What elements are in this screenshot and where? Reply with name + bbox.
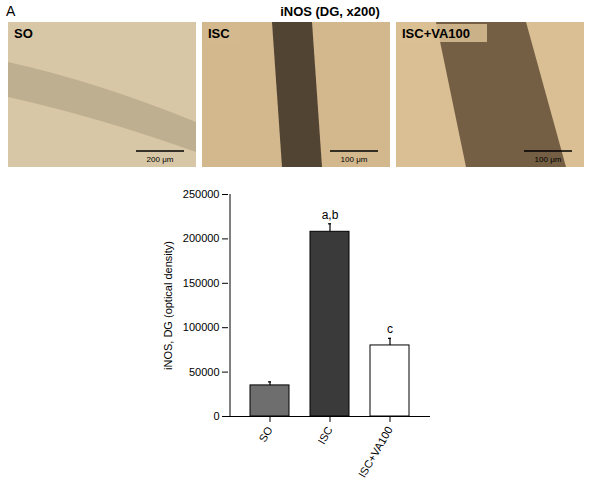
svg-text:50000: 50000: [189, 366, 220, 378]
svg-text:100 μm: 100 μm: [341, 155, 368, 164]
svg-text:A: A: [6, 3, 16, 19]
svg-text:100 μm: 100 μm: [535, 155, 562, 164]
svg-text:250000: 250000: [183, 188, 220, 200]
svg-text:150000: 150000: [183, 277, 220, 289]
svg-text:ISC: ISC: [208, 26, 230, 41]
svg-text:a,b: a,b: [322, 208, 339, 222]
svg-text:100000: 100000: [183, 321, 220, 333]
svg-text:iNOS, DG (optical density): iNOS, DG (optical density): [162, 241, 174, 370]
svg-text:ISC: ISC: [315, 424, 335, 446]
svg-text:200 μm: 200 μm: [147, 155, 174, 164]
svg-text:SO: SO: [256, 424, 275, 444]
svg-text:0: 0: [213, 410, 219, 422]
svg-text:ISC+VA100: ISC+VA100: [402, 26, 470, 41]
svg-text:200000: 200000: [183, 232, 220, 244]
svg-text:SO: SO: [14, 26, 33, 41]
svg-text:ISC+VA100: ISC+VA100: [356, 424, 395, 479]
svg-text:iNOS (DG, x200): iNOS (DG, x200): [280, 4, 380, 19]
svg-text:c: c: [387, 322, 393, 336]
